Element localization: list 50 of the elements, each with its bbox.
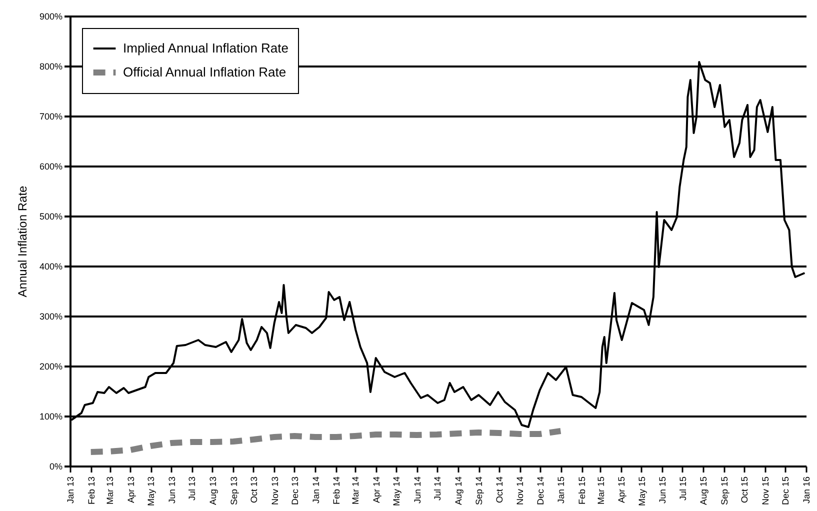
x-tick-label: Sep 14 xyxy=(474,476,484,506)
x-tick-label: Jul 13 xyxy=(187,476,198,501)
x-tick-label: Jan 16 xyxy=(802,476,812,504)
x-tick-label: May 13 xyxy=(146,476,156,506)
y-tick-label: 800% xyxy=(39,62,62,72)
x-tick-label: Sep 13 xyxy=(228,476,239,506)
x-tick-label: Jan 14 xyxy=(310,476,321,504)
x-tick-label: Mar 15 xyxy=(596,476,606,505)
x-tick-label: Jul 14 xyxy=(432,476,442,501)
x-tick-label: Apr 14 xyxy=(371,476,382,504)
x-tick-label: Jul 15 xyxy=(678,476,688,501)
x-tick-label: Aug 14 xyxy=(453,476,464,506)
y-tick-label: 300% xyxy=(39,312,62,322)
legend-label: Implied Annual Inflation Rate xyxy=(123,40,288,56)
x-tick-label: Dec 15 xyxy=(780,476,791,506)
x-tick-label: Sep 15 xyxy=(720,476,730,506)
x-tick-label: Dec 13 xyxy=(290,476,300,506)
x-tick-label: Oct 13 xyxy=(248,476,259,504)
y-tick-label: 0% xyxy=(49,462,62,472)
x-tick-label: Jun 14 xyxy=(412,476,422,504)
x-tick-label: Jan 15 xyxy=(556,476,566,504)
legend-label: Official Annual Inflation Rate xyxy=(123,64,286,80)
x-tick-label: Jun 15 xyxy=(658,476,668,504)
y-tick-label: 900% xyxy=(39,12,62,22)
x-tick-label: Aug 15 xyxy=(698,476,709,506)
x-tick-label: Dec 14 xyxy=(535,476,546,506)
y-tick-label: 500% xyxy=(39,212,62,222)
x-tick-label: May 15 xyxy=(636,476,647,506)
x-tick-label: Nov 15 xyxy=(760,476,770,506)
y-axis-title: Annual Inflation Rate xyxy=(15,185,30,298)
x-tick-label: Feb 15 xyxy=(577,476,588,505)
y-tick-label: 100% xyxy=(39,412,62,422)
x-tick-label: Nov 14 xyxy=(515,476,526,506)
x-tick-label: Oct 14 xyxy=(494,476,504,504)
x-tick-label: May 14 xyxy=(391,476,402,506)
x-tick-label: Apr 13 xyxy=(126,476,136,504)
y-tick-label: 700% xyxy=(39,112,62,122)
x-tick-label: Jun 13 xyxy=(166,476,177,504)
x-tick-label: Apr 15 xyxy=(616,476,627,504)
x-tick-label: Mar 14 xyxy=(350,476,360,505)
x-tick-label: Mar 13 xyxy=(105,476,116,505)
x-tick-label: Feb 13 xyxy=(86,476,96,505)
x-tick-label: Aug 13 xyxy=(208,476,218,506)
x-tick-label: Jan 13 xyxy=(66,476,76,504)
x-tick-label: Nov 13 xyxy=(270,476,280,506)
y-tick-label: 600% xyxy=(39,162,62,172)
x-tick-label: Oct 15 xyxy=(740,476,750,504)
y-tick-label: 400% xyxy=(39,262,62,272)
y-tick-label: 200% xyxy=(39,362,62,372)
x-tick-label: Feb 14 xyxy=(332,476,342,505)
